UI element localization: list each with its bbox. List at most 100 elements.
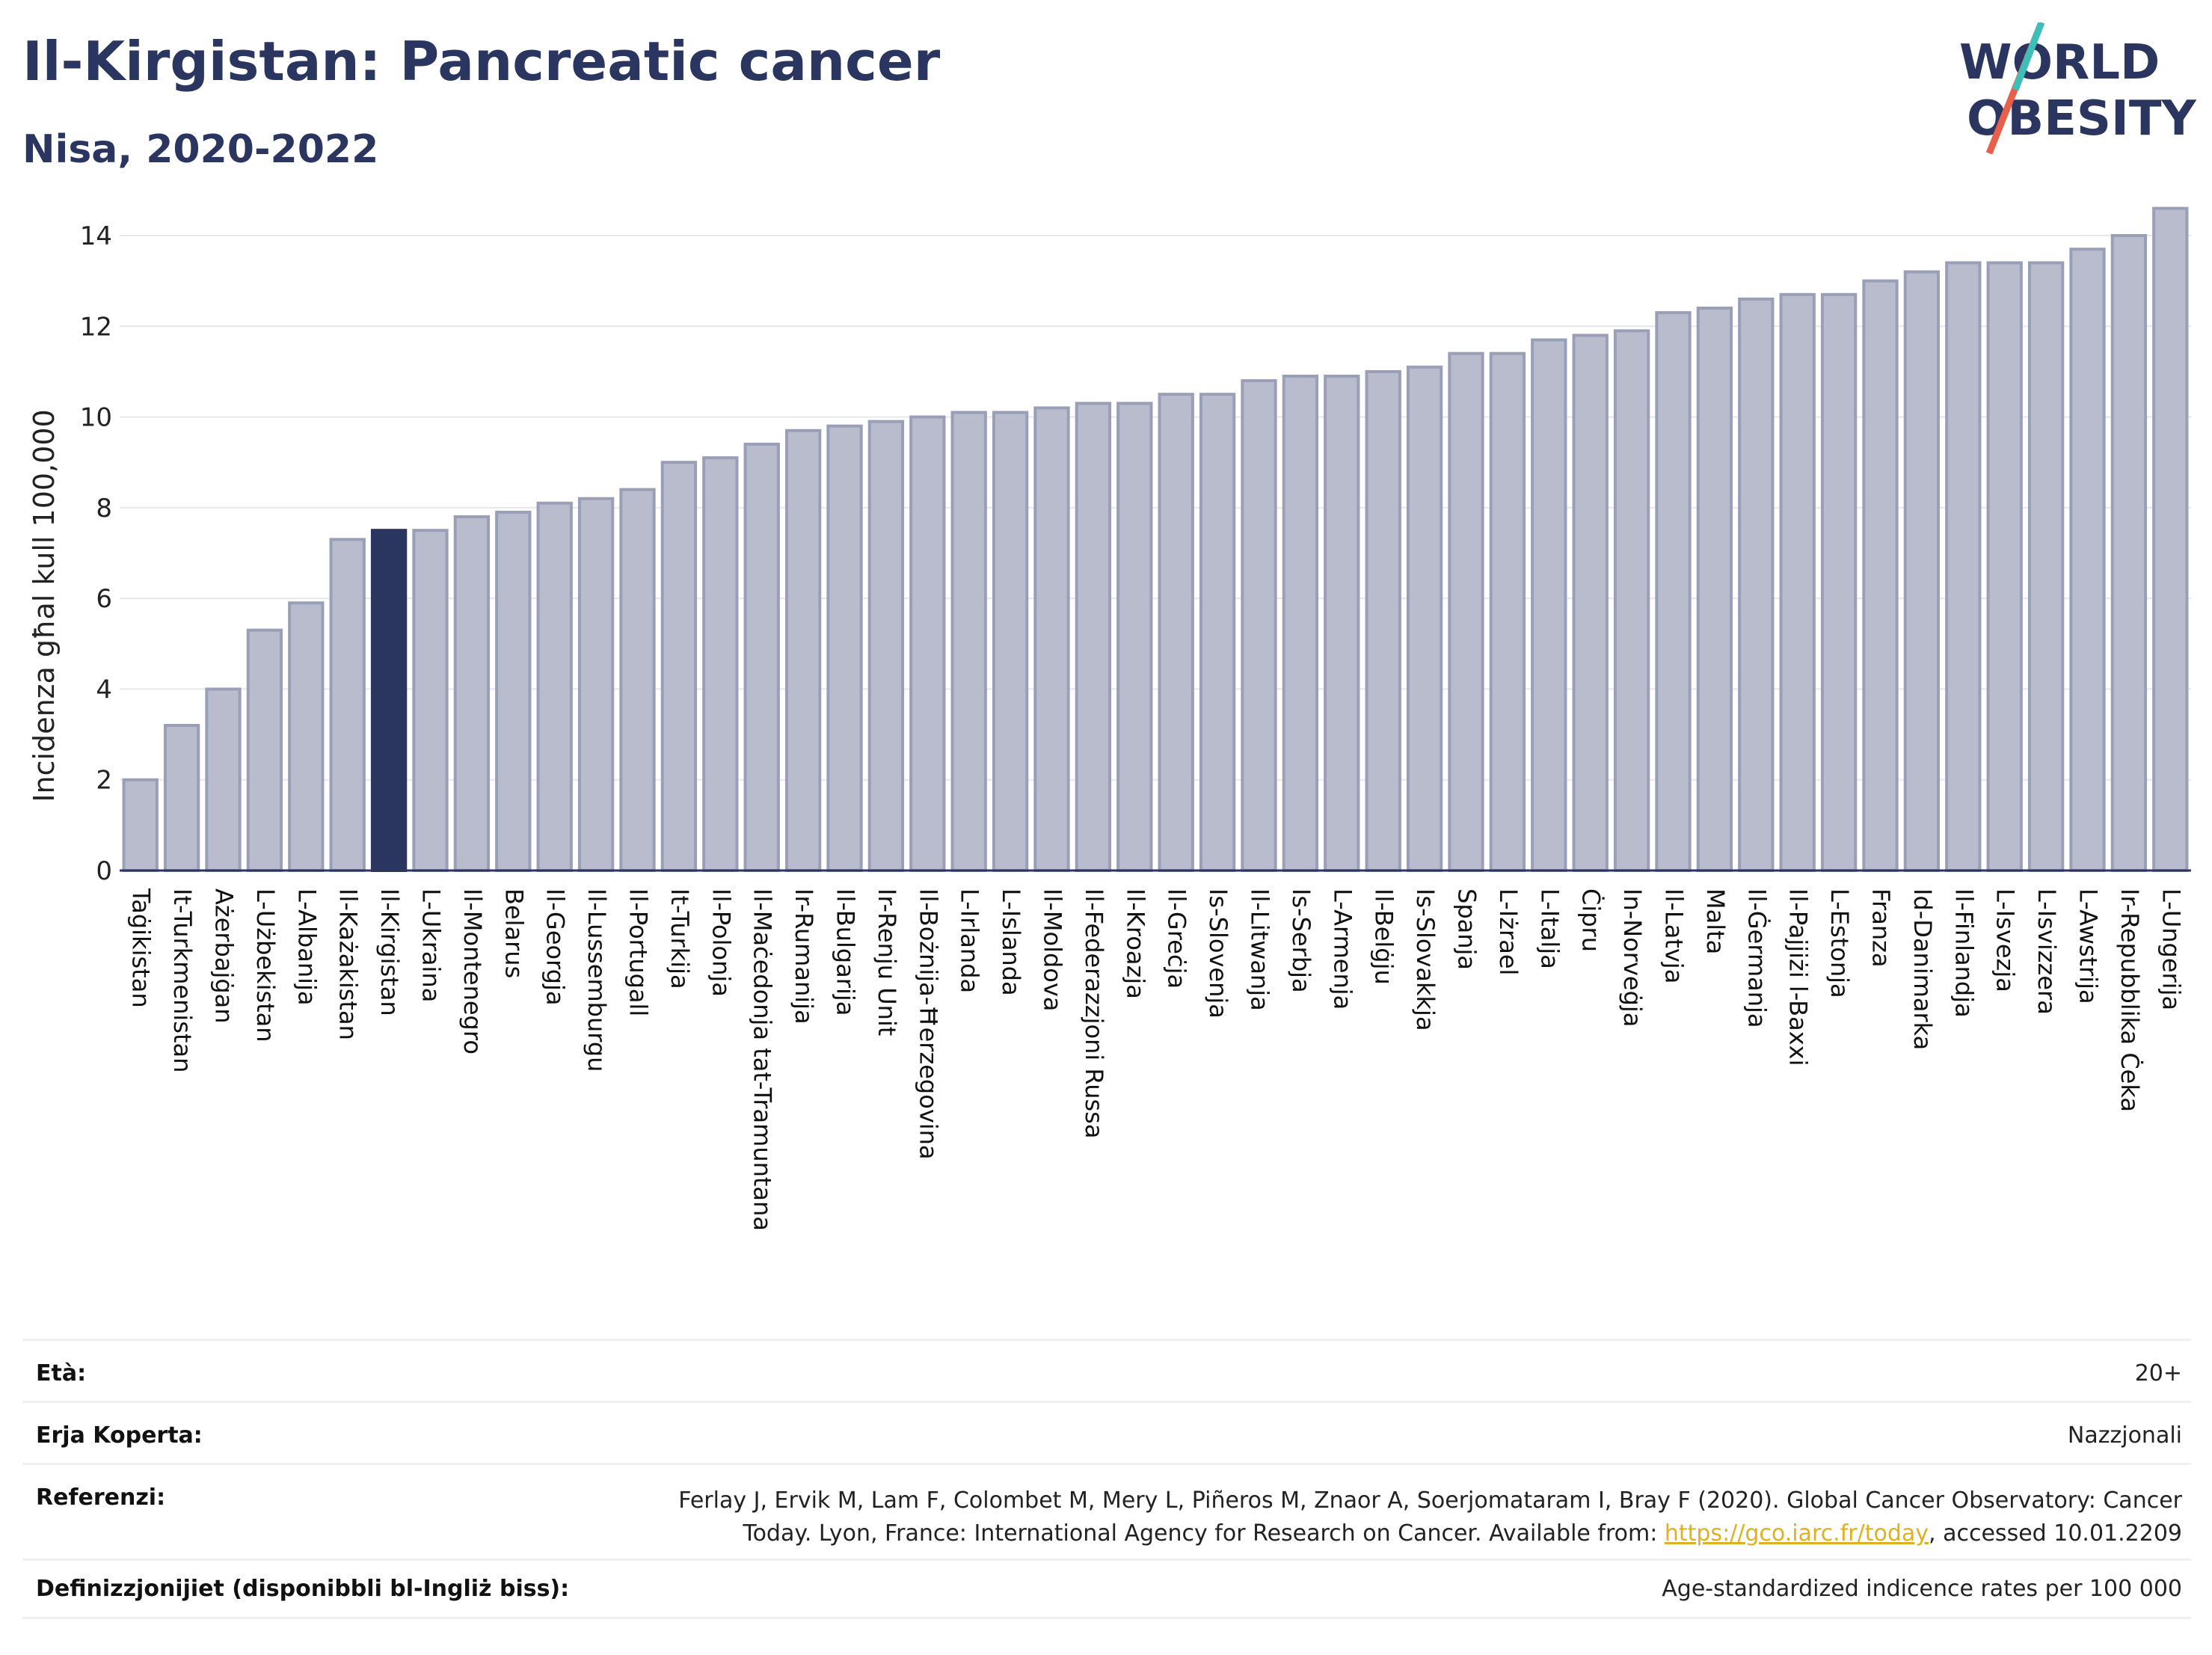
reference-text-3: , accessed 10.01.2209: [1929, 1520, 2182, 1547]
bar: [2110, 234, 2148, 872]
coverage-label: Erja Koperta:: [36, 1422, 203, 1449]
bar: [702, 456, 739, 872]
x-tick-label: Il-Maċedonja tat-Tramuntana: [749, 888, 777, 1231]
bar: [1613, 329, 1650, 873]
logo-line1: WORLD: [1959, 35, 2160, 90]
y-tick-label: 8: [96, 494, 112, 523]
y-axis-ticks: 0 2 4 6 8 10 12 14: [80, 221, 112, 886]
bar: [1903, 270, 1941, 872]
x-tick-label: Taġikistan: [127, 888, 156, 1008]
y-tick-label: 14: [80, 221, 112, 251]
bar: [205, 687, 242, 873]
x-tick-label: It-Turkmenistan: [168, 888, 197, 1072]
age-value: 20+: [2134, 1360, 2182, 1387]
x-tick-label: Ir-Renju Unit: [873, 888, 901, 1036]
bar: [1572, 334, 1609, 872]
bar: [1655, 311, 1692, 873]
y-tick-label: 4: [96, 675, 112, 704]
reference-text-2: Today. Lyon, France: International Agenc…: [743, 1520, 1665, 1547]
x-tick-label: Ċipru: [1577, 888, 1606, 952]
x-tick-label: L-Użbekistan: [251, 888, 280, 1043]
bar: [867, 420, 905, 872]
bar: [536, 501, 573, 872]
x-tick-label: Il-Ġermanja: [1742, 888, 1771, 1028]
y-tick-label: 10: [80, 403, 112, 433]
x-tick-label: Franza: [1867, 888, 1896, 968]
y-tick-label: 0: [96, 856, 112, 886]
category-labels: Taġikistan It-Turkmenistan Ażerbajġan L-Użb…: [127, 888, 2186, 1231]
x-tick-label: L-Awstrija: [2074, 888, 2103, 1004]
x-tick-label: Belarus: [500, 888, 528, 978]
bar: [784, 429, 822, 872]
x-tick-label: L-Italja: [1535, 888, 1564, 969]
chart-subtitle: Nisa, 2020-2022: [22, 127, 379, 172]
bar: [1406, 365, 1443, 873]
x-tick-label: L-Armenja: [1328, 888, 1357, 1010]
bar: [743, 442, 780, 872]
x-tick-label: Il-Każakistan: [334, 888, 363, 1040]
x-tick-label: Il-Kroazja: [1121, 888, 1149, 999]
x-tick-label: Il-Bożnija-Ħerzegovina: [914, 888, 942, 1160]
x-tick-label: Il-Pajjiżi l-Baxxi: [1784, 888, 1813, 1066]
bar: [1158, 393, 1194, 872]
x-tick-label: Il-Polonja: [707, 888, 735, 997]
bar: [950, 411, 987, 872]
reference-link[interactable]: https://gco.iarc.fr/today: [1664, 1520, 1929, 1547]
x-tick-label: L-Ungerija: [2157, 888, 2185, 1010]
chart-title: Il-Kirgistan: Pancreatic cancer: [22, 30, 941, 93]
x-tick-label: Is-Slovakkja: [1411, 888, 1440, 1031]
bar: [992, 411, 1029, 872]
y-axis-label: Incidenza għal kull 100,000: [28, 409, 61, 802]
x-tick-label: L-Ukraina: [417, 888, 446, 1002]
bar: [1282, 374, 1319, 872]
bar: [163, 723, 200, 873]
bar: [246, 628, 283, 872]
x-tick-label: Id-Danimarka: [1908, 888, 1937, 1050]
bar: [370, 529, 408, 873]
references-label: Referenzi:: [36, 1484, 166, 1511]
x-tick-label: Is-Slovenja: [1204, 888, 1232, 1019]
info-row-definitions: Definizzjonijiet (disponibbli bl-Ingliż …: [22, 1559, 2191, 1619]
definitions-value: Age-standardized indicence rates per 100…: [1662, 1576, 2182, 1602]
x-tick-label: Il-Portugall: [624, 888, 653, 1016]
x-tick-label: L-Albanija: [292, 888, 321, 1005]
x-tick-label: Ir-Rumanija: [790, 888, 818, 1025]
bar: [1531, 338, 1567, 872]
bar: [2027, 261, 2065, 872]
definitions-label: Definizzjonijiet (disponibbli bl-Ingliż …: [36, 1576, 570, 1602]
bar: [1075, 402, 1112, 872]
x-tick-label: L-Estonja: [1825, 888, 1854, 998]
y-tick-label: 12: [80, 312, 112, 342]
bar: [619, 488, 656, 872]
x-tick-label: L-Irlanda: [956, 888, 984, 993]
x-tick-label: Il-Federazzjoni Russa: [1080, 888, 1108, 1138]
bar: [1489, 351, 1526, 872]
bar: [826, 424, 863, 872]
x-tick-label: Il-Montenegro: [458, 888, 487, 1054]
x-tick-label: Ir-Repubblika Ċeka: [2116, 888, 2144, 1112]
x-tick-label: L-Isvezja: [1991, 888, 2020, 992]
bar: [1779, 292, 1816, 873]
bar: [577, 497, 615, 872]
info-table: Età: 20+ Erja Koperta: Nazzjonali Refere…: [22, 1339, 2191, 1619]
world-obesity-logo: WORLD OBESITY: [1959, 22, 2196, 155]
x-tick-label: Il-Finlandja: [1950, 888, 1978, 1018]
bar: [2069, 248, 2106, 872]
bar: [412, 529, 449, 873]
x-tick-label: Il-Kirgistan: [375, 888, 404, 1016]
bar: [122, 778, 159, 872]
bar: [1945, 261, 1982, 872]
x-tick-label: Il-Georgja: [541, 888, 570, 1006]
bar: [1116, 402, 1153, 872]
bar: [453, 515, 491, 872]
bar: [2152, 206, 2189, 873]
x-tick-label: L-Isvizzera: [2033, 888, 2061, 1015]
age-label: Età:: [36, 1360, 87, 1387]
info-row-coverage: Erja Koperta: Nazzjonali: [22, 1401, 2191, 1463]
bar: [1738, 297, 1775, 872]
x-tick-label: Is-Serbja: [1287, 888, 1315, 993]
bar: [1033, 406, 1070, 872]
references-value: Ferlay J, Ervik M, Lam F, Colombet M, Me…: [462, 1484, 2182, 1550]
x-tick-label: Il-Greċja: [1163, 888, 1191, 989]
y-tick-label: 6: [96, 584, 112, 614]
